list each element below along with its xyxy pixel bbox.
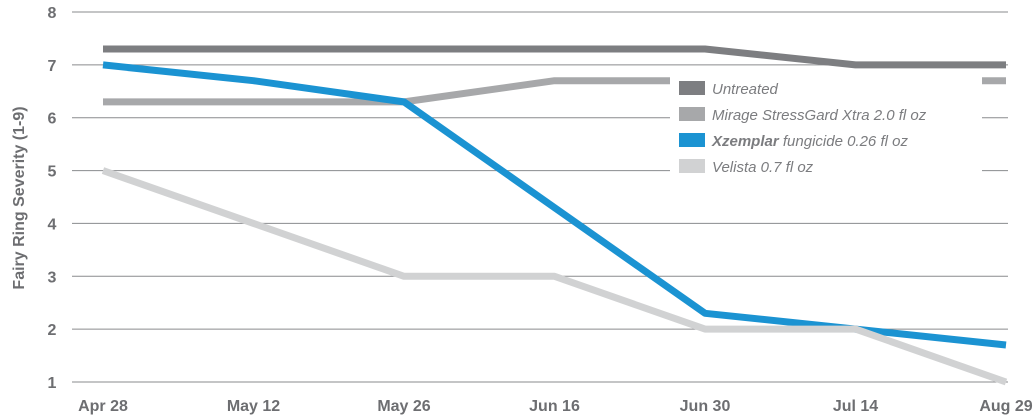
y-axis-label: Fairy Ring Severity (1-9) [11,106,28,289]
legend: Untreated Mirage StressGard Xtra 2.0 fl o… [670,74,982,210]
series-line-0 [103,45,1006,69]
y-tick-label: 1 [48,375,57,392]
x-tick-label: Aug 29 [979,398,1032,415]
y-tick-label: 7 [48,58,57,75]
y-tick-label: 8 [48,5,57,22]
x-tick-label: Apr 28 [78,398,128,415]
legend-entry-label: Untreated [712,81,779,98]
legend-swatch [679,81,705,95]
legend-entry-text: Mirage StressGard Xtra 2.0 fl oz [712,107,927,124]
series-line-3 [101,167,1008,386]
y-tick-label: 2 [48,322,57,339]
legend-entry-label: Mirage StressGard Xtra 2.0 fl oz [712,107,927,124]
x-tick-label: Jul 14 [833,398,878,415]
y-tick-label: 4 [48,216,57,233]
x-tick-label: May 12 [227,398,280,415]
legend-entry-bold: Xzemplar [711,133,780,150]
legend-swatch [679,107,705,121]
x-tick-label: Jun 16 [529,398,580,415]
legend-swatch [679,159,705,173]
y-tick-label: 3 [48,269,57,286]
legend-entry-label: Xzemplar fungicide 0.26 fl oz [711,133,908,150]
x-tick-label: Jun 30 [680,398,731,415]
legend-entry-text: Velista 0.7 fl oz [712,159,814,176]
x-tick-label: May 26 [377,398,430,415]
legend-background [670,74,982,210]
legend-entry-text: fungicide 0.26 fl oz [779,133,909,150]
y-tick-label: 6 [48,111,57,128]
legend-entry-label: Velista 0.7 fl oz [712,159,814,176]
y-tick-label: 5 [48,164,57,181]
x-tick-labels: Apr 28 May 12 May 26 Jun 16 Jun 30 Jul 14 Aug … [78,398,1033,415]
legend-entry-text: Untreated [712,81,779,98]
legend-swatch [679,133,705,147]
y-tick-labels: 1 2 3 4 5 6 7 8 [48,5,57,392]
